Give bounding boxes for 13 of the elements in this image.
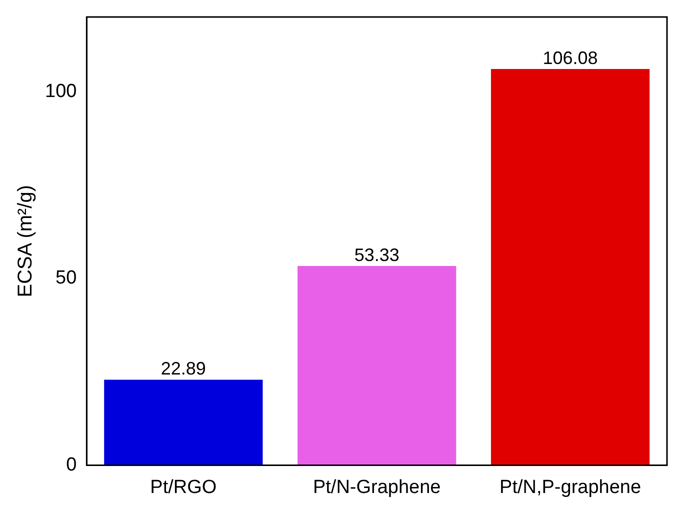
y-tick-label: 0 bbox=[66, 454, 77, 476]
bar bbox=[104, 380, 263, 466]
data-label: 106.08 bbox=[542, 48, 598, 68]
y-tick-label: 50 bbox=[56, 268, 77, 289]
y-tick-label: 100 bbox=[45, 80, 77, 102]
y-axis-title: ECSA (m²/g) bbox=[14, 184, 37, 298]
x-tick-label: Pt/N-Graphene bbox=[312, 476, 441, 498]
x-tick-label: Pt/N,P-graphene bbox=[500, 476, 642, 498]
data-label: 22.89 bbox=[160, 358, 206, 379]
data-label: 53.33 bbox=[354, 244, 400, 265]
x-tick-label: Pt/RGO bbox=[150, 476, 217, 498]
bar bbox=[490, 68, 650, 466]
bar bbox=[298, 266, 456, 466]
